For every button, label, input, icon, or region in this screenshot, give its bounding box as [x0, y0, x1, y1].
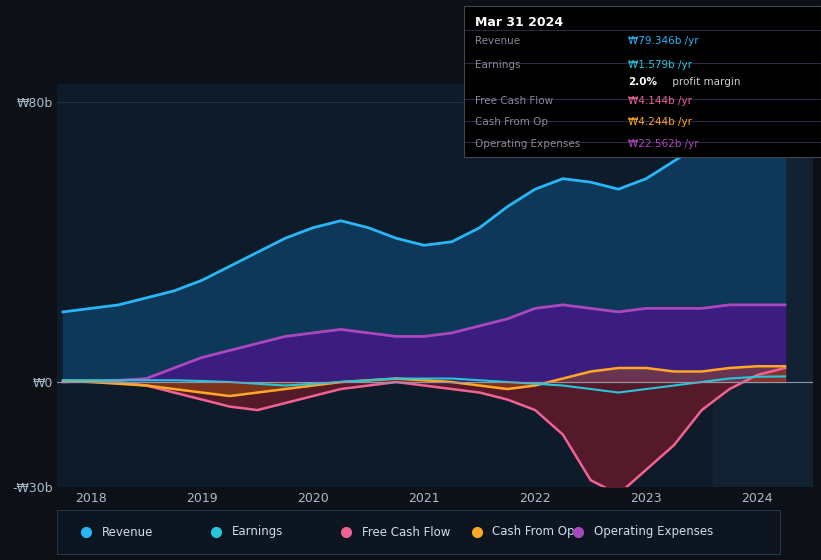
Text: Revenue: Revenue: [475, 36, 520, 46]
Text: ₩1.579b /yr: ₩1.579b /yr: [628, 60, 692, 70]
Text: ₩79.346b /yr: ₩79.346b /yr: [628, 36, 699, 46]
Text: Earnings: Earnings: [232, 525, 284, 539]
Text: profit margin: profit margin: [669, 77, 741, 87]
Text: ₩4.144b /yr: ₩4.144b /yr: [628, 96, 692, 106]
Text: Cash From Op: Cash From Op: [475, 118, 548, 128]
Text: Free Cash Flow: Free Cash Flow: [475, 96, 553, 106]
Text: Operating Expenses: Operating Expenses: [475, 139, 580, 148]
Text: 2.0%: 2.0%: [628, 77, 657, 87]
Text: Mar 31 2024: Mar 31 2024: [475, 16, 562, 29]
Bar: [713, 84, 813, 487]
Text: Free Cash Flow: Free Cash Flow: [362, 525, 451, 539]
Text: Revenue: Revenue: [103, 525, 154, 539]
Text: Cash From Op: Cash From Op: [493, 525, 575, 539]
Text: ₩4.244b /yr: ₩4.244b /yr: [628, 118, 692, 128]
Text: ₩22.562b /yr: ₩22.562b /yr: [628, 139, 699, 148]
Text: Operating Expenses: Operating Expenses: [594, 525, 713, 539]
Text: Earnings: Earnings: [475, 60, 520, 70]
